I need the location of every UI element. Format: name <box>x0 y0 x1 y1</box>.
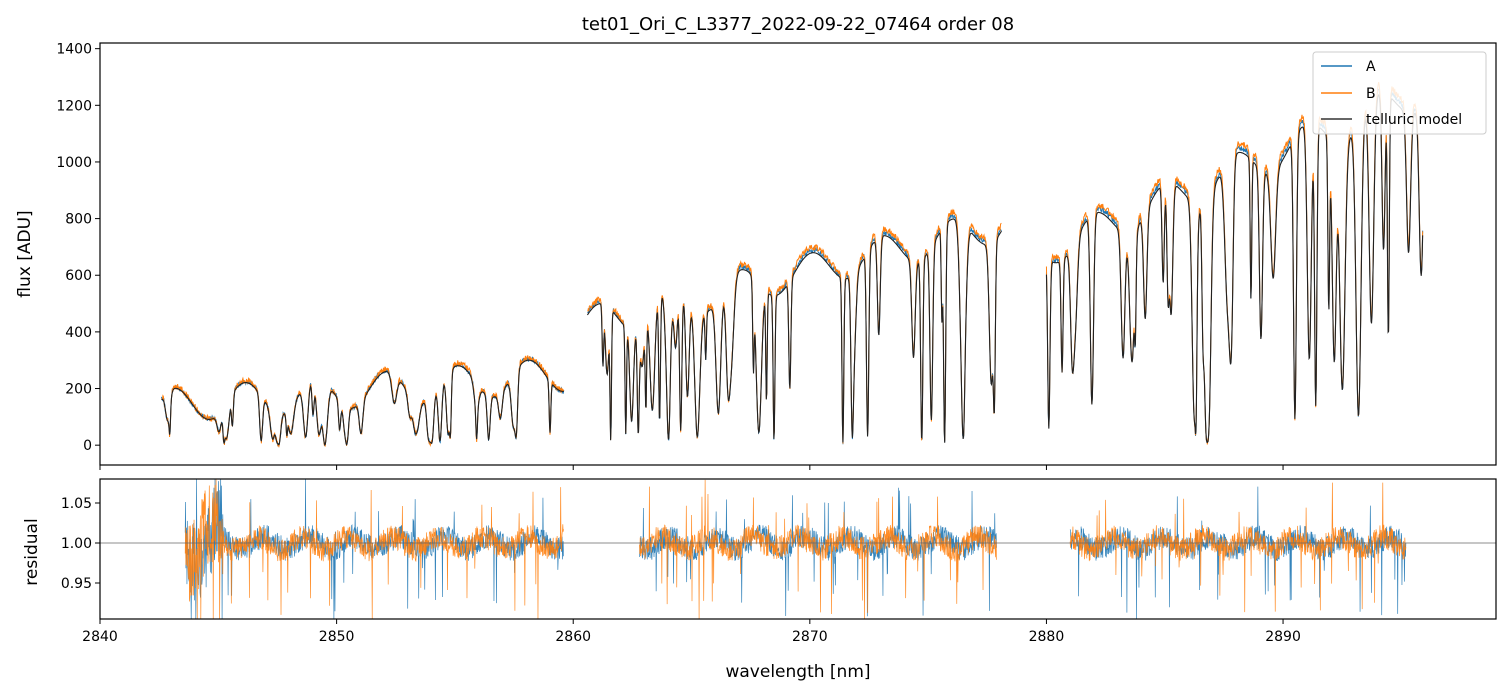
top-ytick-label: 1200 <box>56 98 92 114</box>
bottom-panel-data <box>184 478 1407 620</box>
telluric-model-line <box>586 218 1002 443</box>
bottom-xtick-label: 2890 <box>1265 629 1301 645</box>
top-ytick-label: 0 <box>83 438 92 454</box>
bottom-panel-yticks: 0.95 1.00 1.05 <box>61 496 100 592</box>
telluric-model-line <box>1045 94 1424 444</box>
bottom-xtick-label: 2840 <box>82 629 118 645</box>
legend: A B telluric model <box>1312 51 1487 135</box>
top-panel-frame <box>99 42 1497 466</box>
top-panel-xticks <box>99 465 1284 470</box>
top-panel-yticks: 0 200 400 600 800 1000 1200 1400 <box>56 42 100 454</box>
telluric-model-line <box>161 359 564 447</box>
bottom-x-axis-label: wavelength [nm] <box>725 662 870 682</box>
legend-box <box>1312 51 1487 135</box>
legend-label-a: A <box>1366 59 1376 75</box>
bottom-ytick-label: 1.00 <box>61 536 92 552</box>
legend-label-b: B <box>1366 86 1376 102</box>
bottom-ytick-label: 0.95 <box>61 576 92 592</box>
bottom-panel-xticks: 2840 2850 2860 2870 2880 2890 <box>82 619 1301 645</box>
top-ytick-label: 200 <box>65 382 92 398</box>
bottom-xtick-label: 2850 <box>319 629 355 645</box>
residual-series-b-line <box>1069 482 1407 613</box>
bottom-xtick-label: 2860 <box>555 629 591 645</box>
legend-label-telluric-model: telluric model <box>1366 112 1462 128</box>
bottom-ytick-label: 1.05 <box>61 496 92 512</box>
top-ytick-label: 800 <box>65 212 92 228</box>
bottom-panel-frame <box>99 478 1497 620</box>
bottom-xtick-label: 2870 <box>792 629 828 645</box>
top-panel-data <box>161 82 1424 448</box>
top-y-axis-label: flux [ADU] <box>15 210 35 297</box>
top-ytick-label: 1000 <box>56 155 92 171</box>
bottom-y-axis-label: residual <box>22 518 42 585</box>
top-ytick-label: 400 <box>65 325 92 341</box>
top-ytick-label: 600 <box>65 268 92 284</box>
top-ytick-label: 1400 <box>56 42 92 58</box>
chart-title: tet01_Ori_C_L3377_2022-09-22_07464 order… <box>582 14 1014 35</box>
residual-series-b-line <box>639 479 997 620</box>
residual-series-b-line <box>184 478 564 620</box>
bottom-xtick-label: 2880 <box>1029 629 1065 645</box>
